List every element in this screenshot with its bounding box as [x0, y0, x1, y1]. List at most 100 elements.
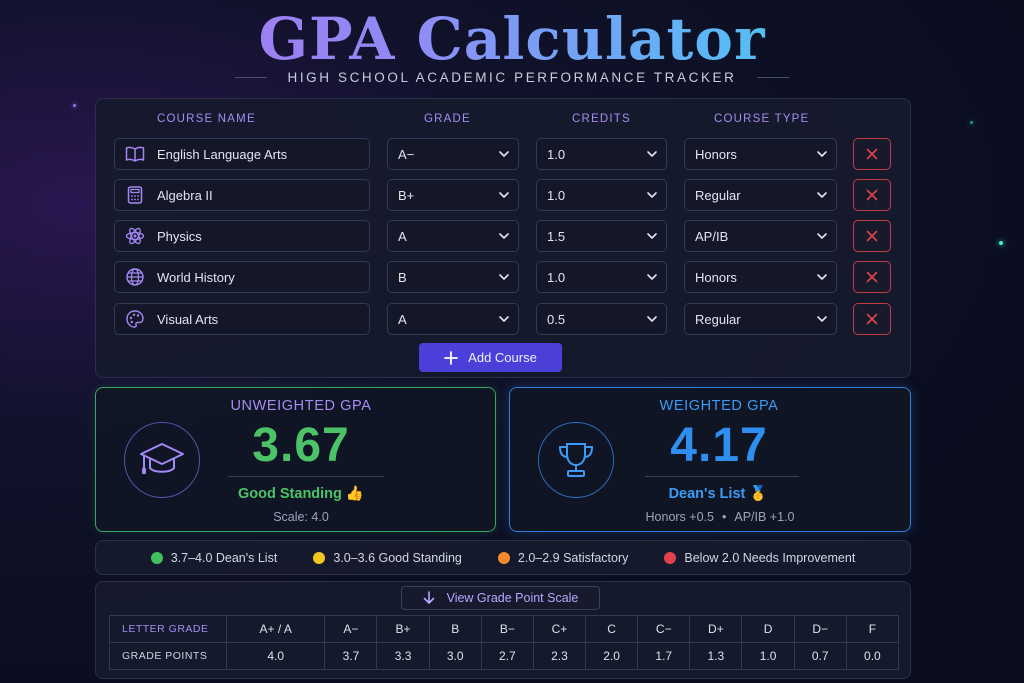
- courses-panel: COURSE NAME GRADE CREDITS COURSE TYPE En…: [95, 98, 911, 378]
- credits-value: 1.5: [547, 228, 566, 244]
- close-icon: [866, 230, 878, 242]
- decorative-dot: [73, 104, 76, 107]
- letter-grade-cell: C+: [532, 615, 587, 643]
- legend-dot: [497, 551, 510, 564]
- letter-grade-cell: D+: [689, 615, 743, 643]
- credits-value: 1.0: [547, 146, 566, 162]
- divider: [228, 476, 384, 477]
- grade-points-cell: 4.0: [225, 642, 326, 670]
- honors-bonus: Honors +0.5: [645, 510, 714, 524]
- credits-value: 0.5: [547, 311, 566, 327]
- delete-course-button[interactable]: [853, 179, 891, 211]
- grade-points-cell: 2.3: [532, 642, 587, 670]
- course-row: Visual Arts A 0.5 Regular: [114, 303, 894, 335]
- course-type-select[interactable]: Regular: [684, 303, 837, 335]
- course-row: World History B 1.0 Honors: [114, 261, 894, 293]
- grade-value: B+: [398, 187, 415, 203]
- chevron-down-icon: [647, 274, 657, 280]
- unweighted-gpa-card: UNWEIGHTED GPA 3.67 Good Standing 👍 Scal…: [95, 387, 496, 532]
- letter-grade-cell: D−: [793, 615, 847, 643]
- grade-select[interactable]: A−: [387, 138, 519, 170]
- course-type-select[interactable]: Honors: [684, 138, 837, 170]
- chevron-down-icon: [817, 316, 827, 322]
- divider: [645, 476, 799, 477]
- grade-select[interactable]: B+: [387, 179, 519, 211]
- delete-course-button[interactable]: [853, 138, 891, 170]
- subtitle-row: HIGH SCHOOL ACADEMIC PERFORMANCE TRACKER: [0, 70, 1024, 85]
- credits-value: 1.0: [547, 187, 566, 203]
- letter-grade-header: LETTER GRADE: [109, 615, 227, 643]
- legend-dot: [150, 551, 163, 564]
- grade-value: A−: [398, 146, 415, 162]
- legend-item: 2.0–2.9 Satisfactory: [497, 550, 629, 565]
- weighted-status: Dean's List 🥇: [668, 486, 768, 502]
- legend-item: 3.0–3.6 Good Standing: [313, 551, 462, 565]
- decorative-dot: [999, 241, 1003, 245]
- grade-points-cell: 1.7: [637, 642, 691, 670]
- unweighted-gpa-value: 3.67: [252, 419, 350, 472]
- grade-select[interactable]: B: [387, 261, 519, 293]
- grade-select[interactable]: A: [387, 220, 519, 252]
- credits-select[interactable]: 1.5: [536, 220, 667, 252]
- close-icon: [866, 189, 878, 201]
- grade-points-cell: 1.0: [741, 642, 795, 670]
- course-name-value: Algebra II: [157, 187, 213, 203]
- course-name-input[interactable]: Visual Arts: [114, 303, 370, 335]
- course-type-select[interactable]: Honors: [684, 261, 837, 293]
- chevron-down-icon: [499, 233, 509, 239]
- delete-course-button[interactable]: [853, 261, 891, 293]
- view-grade-scale-button[interactable]: View Grade Point Scale: [401, 586, 600, 610]
- course-row: Physics A 1.5 AP/IB: [114, 220, 894, 252]
- globe-icon: [125, 267, 145, 287]
- credits-select[interactable]: 1.0: [536, 261, 667, 293]
- legend-label: 2.0–2.9 Satisfactory: [517, 550, 629, 565]
- column-header-course-name: COURSE NAME: [157, 113, 256, 125]
- weighted-gpa-value: 4.17: [670, 419, 768, 472]
- grade-value: A: [398, 228, 407, 244]
- grade-points-row: GRADE POINTS 4.0 3.7 3.3 3.0 2.7 2.3 2.0 1.7 1.3…: [109, 642, 900, 670]
- course-name-input[interactable]: World History: [114, 261, 370, 293]
- letter-grade-cell: D: [741, 615, 795, 643]
- course-name-value: English Language Arts: [157, 146, 288, 162]
- view-grade-scale-label: View Grade Point Scale: [446, 591, 579, 605]
- delete-course-button[interactable]: [853, 303, 891, 335]
- chevron-down-icon: [647, 316, 657, 322]
- legend-label: Below 2.0 Needs Improvement: [684, 550, 856, 565]
- weighted-gpa-label: WEIGHTED GPA: [659, 398, 779, 414]
- course-type-value: AP/IB: [695, 228, 729, 244]
- grade-points-header: GRADE POINTS: [109, 642, 227, 670]
- add-course-label: Add Course: [468, 350, 537, 365]
- credits-select[interactable]: 1.0: [536, 138, 667, 170]
- credits-select[interactable]: 1.0: [536, 179, 667, 211]
- unweighted-status: Good Standing 👍: [238, 486, 364, 502]
- delete-course-button[interactable]: [853, 220, 891, 252]
- add-course-button[interactable]: Add Course: [419, 343, 562, 372]
- ap-bonus: AP/IB +1.0: [734, 510, 795, 524]
- grade-select[interactable]: A: [387, 303, 519, 335]
- legend-item: Below 2.0 Needs Improvement: [664, 551, 855, 565]
- course-name-input[interactable]: Algebra II: [114, 179, 370, 211]
- grade-points-cell: 0.7: [793, 642, 847, 670]
- chevron-down-icon: [817, 151, 827, 157]
- credits-select[interactable]: 0.5: [536, 303, 667, 335]
- grade-scale-table: LETTER GRADE A+ / A A− B+ B B− C+ C C− D+ D D− F GR…: [109, 615, 900, 670]
- chevron-down-icon: [647, 151, 657, 157]
- grade-points-cell: 3.7: [324, 642, 378, 670]
- trophy-icon: [538, 422, 614, 498]
- column-header-credits: CREDITS: [572, 113, 631, 125]
- letter-grade-cell: A−: [324, 615, 378, 643]
- page-subtitle: HIGH SCHOOL ACADEMIC PERFORMANCE TRACKER: [287, 70, 737, 85]
- graduation-cap-icon: [124, 422, 200, 498]
- course-name-input[interactable]: English Language Arts: [114, 138, 370, 170]
- course-type-select[interactable]: Regular: [684, 179, 837, 211]
- letter-grade-cell: B: [428, 615, 482, 643]
- grade-points-cell: 0.0: [845, 642, 900, 670]
- course-type-select[interactable]: AP/IB: [684, 220, 837, 252]
- legend-dot: [313, 551, 326, 564]
- course-name-input[interactable]: Physics: [114, 220, 370, 252]
- divider: [235, 77, 268, 78]
- plus-icon: [444, 350, 459, 365]
- chevron-down-icon: [499, 151, 509, 157]
- course-row: English Language Arts A− 1.0 Honors: [114, 138, 894, 170]
- grade-points-cell: 2.7: [480, 642, 534, 670]
